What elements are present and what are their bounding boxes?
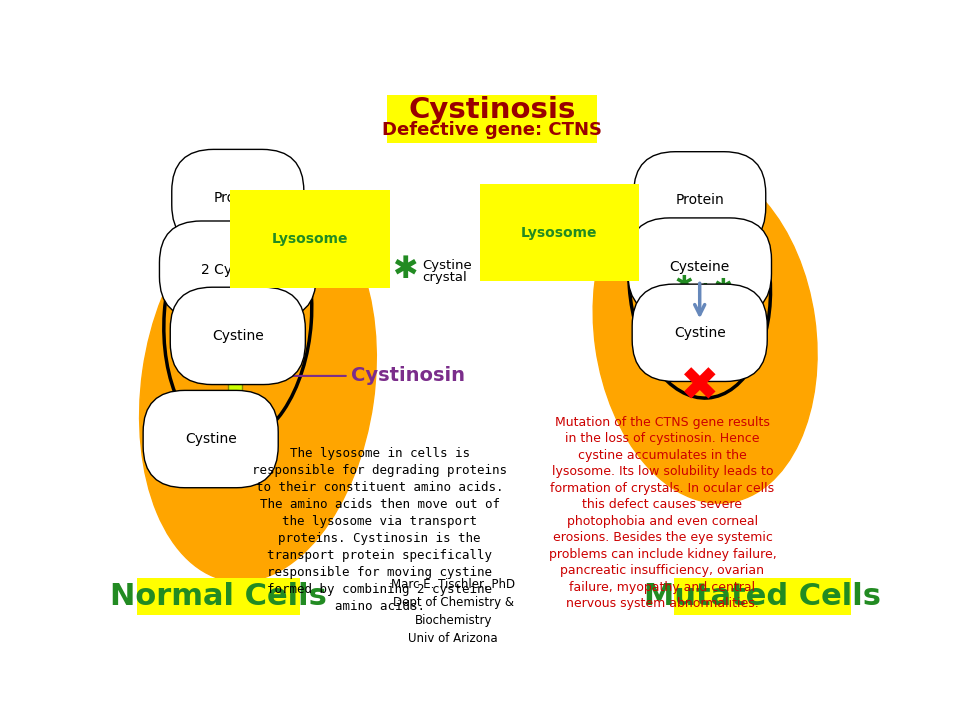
- Text: ✖: ✖: [680, 366, 719, 410]
- Text: Cystinosis: Cystinosis: [408, 96, 576, 125]
- Text: Cystine: Cystine: [674, 325, 726, 340]
- Ellipse shape: [629, 168, 771, 398]
- FancyBboxPatch shape: [388, 95, 596, 143]
- Text: ✱: ✱: [713, 278, 732, 298]
- Text: ✱: ✱: [657, 286, 675, 306]
- Text: Normal Cells: Normal Cells: [110, 582, 326, 611]
- FancyBboxPatch shape: [228, 365, 242, 395]
- FancyBboxPatch shape: [674, 577, 851, 615]
- Text: ✱: ✱: [664, 298, 683, 318]
- Text: Protein: Protein: [213, 191, 262, 205]
- Text: Mutated Cells: Mutated Cells: [644, 582, 881, 611]
- Text: Protein: Protein: [675, 194, 724, 207]
- Text: Mutation of the CTNS gene results
in the loss of cystinosin. Hence
cystine accum: Mutation of the CTNS gene results in the…: [548, 416, 777, 611]
- Ellipse shape: [139, 192, 376, 582]
- Ellipse shape: [164, 191, 312, 444]
- Text: Cystine: Cystine: [422, 258, 472, 271]
- Text: Cystinosin: Cystinosin: [351, 366, 465, 385]
- Text: Cystine: Cystine: [184, 432, 236, 446]
- Text: Cystine: Cystine: [212, 329, 264, 343]
- Text: Cysteine: Cysteine: [669, 260, 730, 274]
- Text: 2 Cysteine: 2 Cysteine: [201, 263, 275, 276]
- Text: ✱: ✱: [675, 275, 693, 295]
- Ellipse shape: [593, 163, 817, 503]
- Text: Defective gene: CTNS: Defective gene: CTNS: [382, 121, 602, 139]
- Text: The lysosome in cells is
responsible for degrading proteins
to their constituent: The lysosome in cells is responsible for…: [252, 446, 507, 613]
- Text: Marc E. Tischler, PhD
Dept of Chemistry &
Biochemistry
Univ of Arizona: Marc E. Tischler, PhD Dept of Chemistry …: [391, 577, 516, 644]
- Text: ✱: ✱: [393, 255, 418, 284]
- Text: crystal: crystal: [422, 271, 467, 284]
- Text: Lysosome: Lysosome: [521, 225, 598, 240]
- FancyBboxPatch shape: [137, 577, 300, 615]
- Text: Lysosome: Lysosome: [272, 232, 348, 246]
- Text: ✱: ✱: [696, 283, 714, 302]
